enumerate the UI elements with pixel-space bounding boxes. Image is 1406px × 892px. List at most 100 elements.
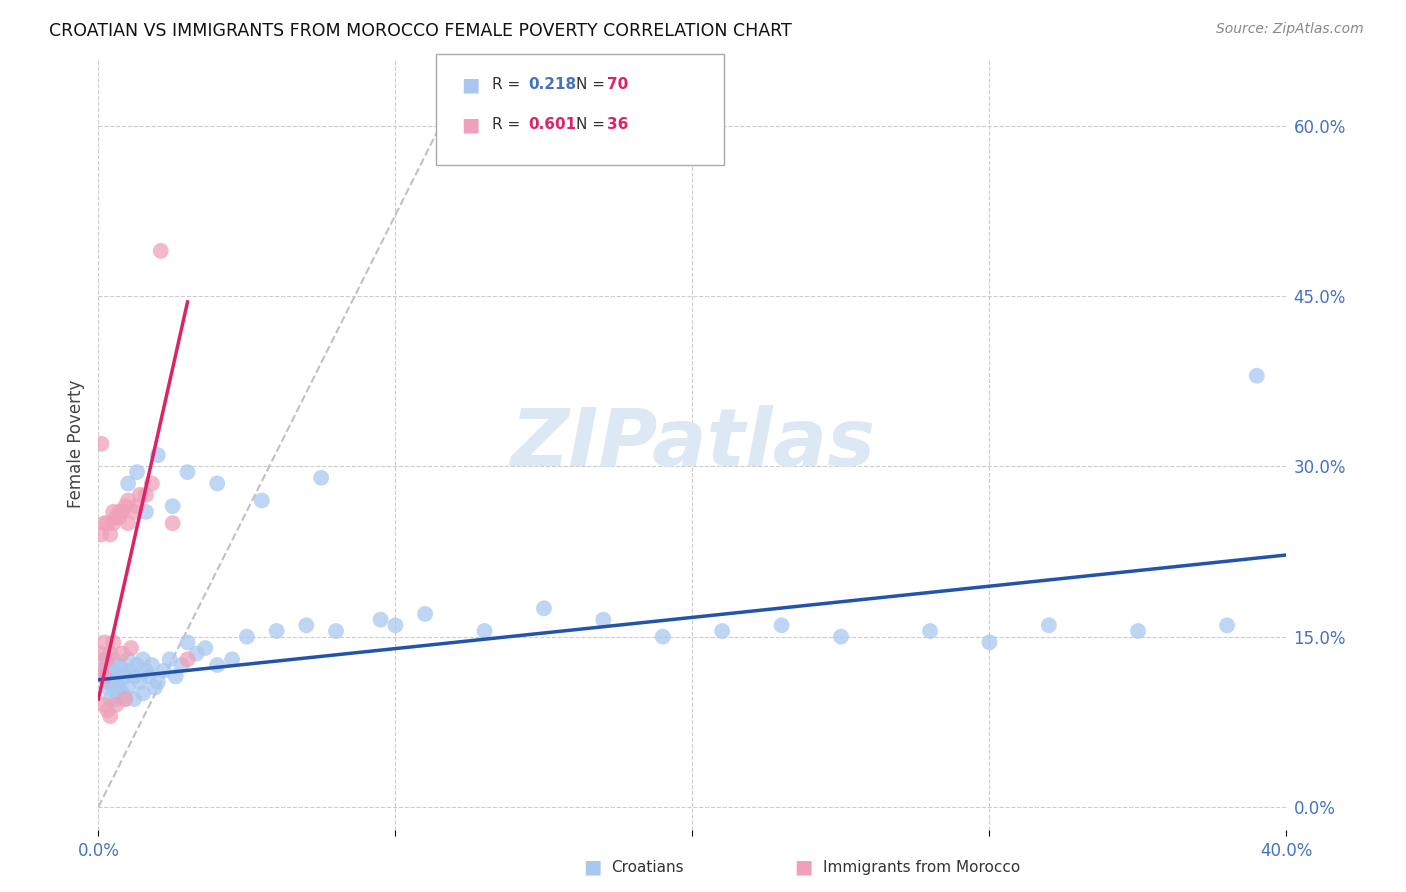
Point: [132, 652, 155, 666]
Text: 36: 36: [607, 118, 628, 132]
Point: [325, 624, 347, 638]
Point: [96, 516, 118, 531]
Point: [141, 658, 163, 673]
Point: [117, 681, 139, 695]
Text: Croatians: Croatians: [612, 860, 685, 874]
Text: 0.601: 0.601: [529, 118, 576, 132]
Y-axis label: Female Poverty: Female Poverty: [66, 380, 84, 508]
Point: [122, 505, 145, 519]
Point: [651, 630, 673, 644]
Point: [146, 675, 169, 690]
Point: [413, 607, 436, 621]
Point: [141, 476, 163, 491]
Point: [93, 669, 115, 683]
Point: [114, 692, 136, 706]
Point: [125, 499, 148, 513]
Point: [98, 692, 121, 706]
Point: [105, 692, 128, 706]
Point: [90, 527, 112, 541]
Point: [98, 669, 121, 683]
Point: [103, 681, 125, 695]
Point: [135, 488, 157, 502]
Point: [205, 476, 228, 491]
Point: [108, 658, 131, 673]
Point: [384, 618, 406, 632]
Point: [96, 675, 118, 690]
Point: [108, 681, 131, 695]
Point: [122, 669, 145, 683]
Point: [103, 505, 125, 519]
Point: [90, 436, 112, 450]
Point: [117, 516, 139, 531]
Point: [533, 601, 555, 615]
Point: [770, 618, 793, 632]
Point: [103, 635, 125, 649]
Point: [159, 652, 181, 666]
Point: [176, 465, 198, 479]
Point: [117, 493, 139, 508]
Point: [122, 692, 145, 706]
Point: [111, 686, 134, 700]
Text: ■: ■: [461, 75, 479, 95]
Point: [93, 669, 115, 683]
Point: [165, 669, 187, 683]
Point: [108, 510, 131, 524]
Point: [592, 613, 614, 627]
Point: [474, 624, 496, 638]
Point: [117, 652, 139, 666]
Point: [111, 647, 134, 661]
Point: [96, 703, 118, 717]
Point: [920, 624, 942, 638]
Point: [105, 510, 128, 524]
Point: [1216, 618, 1239, 632]
Point: [120, 640, 142, 655]
Point: [236, 630, 259, 644]
Point: [90, 664, 112, 678]
Point: [135, 664, 157, 678]
Point: [135, 505, 157, 519]
Point: [1246, 368, 1268, 383]
Point: [132, 686, 155, 700]
Point: [711, 624, 734, 638]
Point: [93, 652, 115, 666]
Point: [170, 658, 193, 673]
Point: [162, 516, 184, 531]
Point: [90, 647, 112, 661]
Point: [117, 476, 139, 491]
Point: [146, 448, 169, 462]
Text: R =: R =: [492, 118, 526, 132]
Point: [186, 647, 208, 661]
Point: [1126, 624, 1149, 638]
Point: [176, 652, 198, 666]
Point: [143, 681, 166, 695]
Point: [129, 488, 152, 502]
Point: [96, 652, 118, 666]
Text: 70: 70: [607, 78, 628, 92]
Text: ■: ■: [583, 857, 602, 877]
Text: 0.218: 0.218: [529, 78, 576, 92]
Point: [194, 640, 217, 655]
Point: [108, 505, 131, 519]
Point: [979, 635, 1001, 649]
Point: [176, 635, 198, 649]
Text: N =: N =: [576, 78, 610, 92]
Point: [98, 527, 121, 541]
Point: [125, 465, 148, 479]
Point: [205, 658, 228, 673]
Text: Immigrants from Morocco: Immigrants from Morocco: [823, 860, 1019, 874]
Point: [114, 669, 136, 683]
Point: [103, 664, 125, 678]
Point: [250, 493, 273, 508]
Text: ZIPatlas: ZIPatlas: [510, 405, 875, 483]
Point: [96, 681, 118, 695]
Point: [120, 664, 142, 678]
Point: [105, 675, 128, 690]
Point: [370, 613, 392, 627]
Text: Source: ZipAtlas.com: Source: ZipAtlas.com: [1216, 22, 1364, 37]
Point: [129, 675, 152, 690]
Point: [830, 630, 852, 644]
Text: ■: ■: [794, 857, 813, 877]
Text: CROATIAN VS IMMIGRANTS FROM MOROCCO FEMALE POVERTY CORRELATION CHART: CROATIAN VS IMMIGRANTS FROM MOROCCO FEMA…: [49, 22, 792, 40]
Point: [98, 709, 121, 723]
Point: [93, 698, 115, 712]
